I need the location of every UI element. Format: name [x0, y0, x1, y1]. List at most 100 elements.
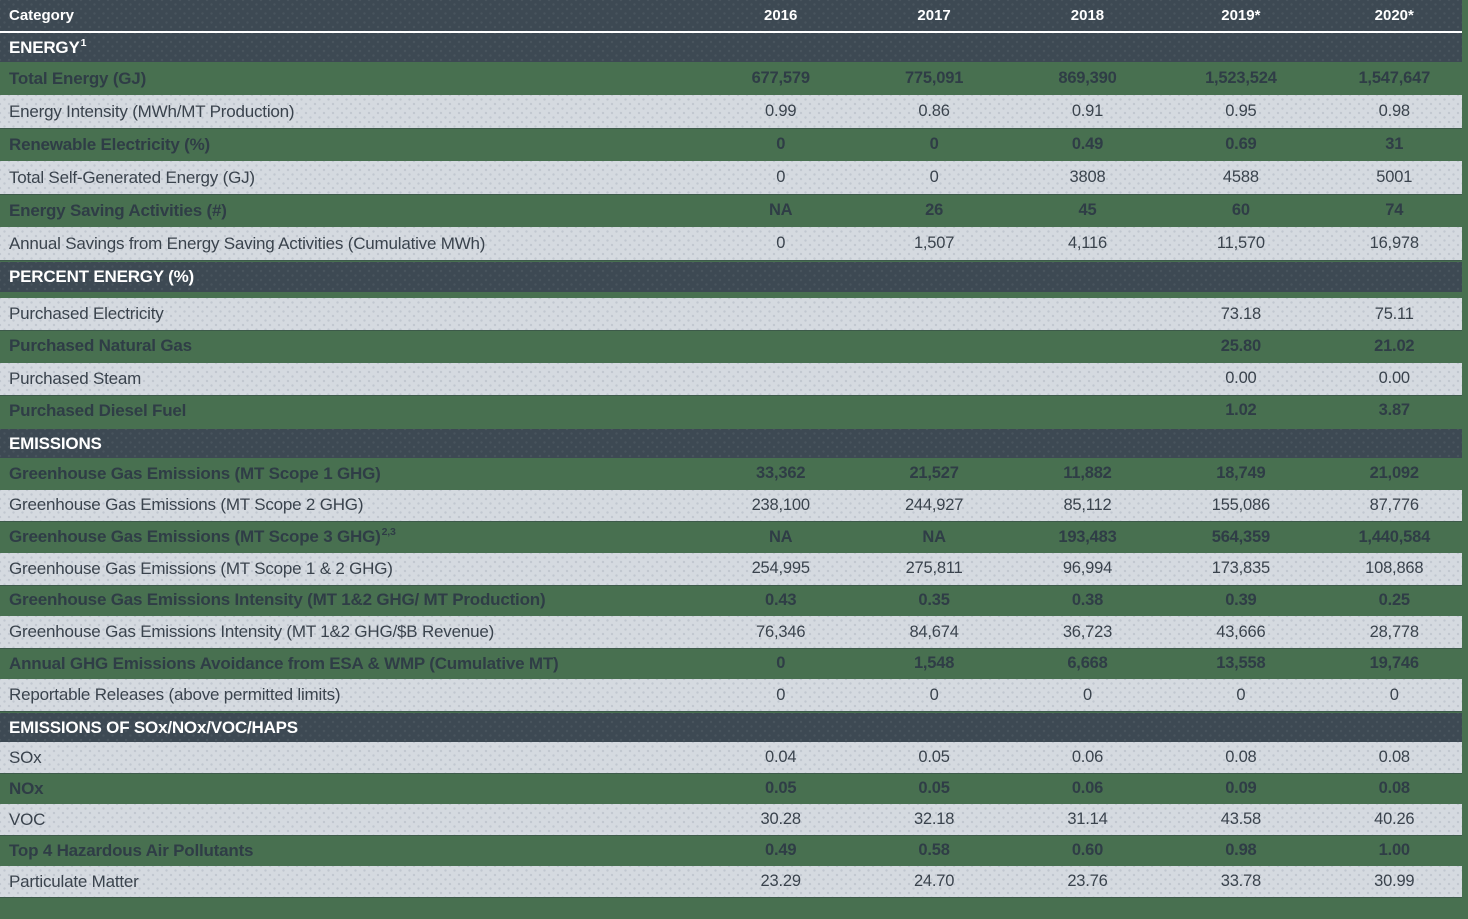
section-title: ENERGY1: [9, 37, 87, 57]
cell-2019: 73.18: [1220, 304, 1262, 323]
cell-2018: 0.91: [1071, 102, 1104, 120]
row-label: Total Energy (GJ): [9, 68, 147, 88]
table-row-reportable-releases-above-permitted-limi: Reportable Releases (above permitted lim…: [0, 679, 1462, 712]
table-body: ENERGY1 Total Energy (GJ) 677,579 775,091 86…: [0, 33, 1468, 898]
cell-2018: 11,882: [1063, 464, 1112, 483]
cell-2020: 19,746: [1369, 654, 1419, 673]
table-row-voc: VOC 30.28 32.18 31.14 43.58 40.26: [0, 804, 1462, 836]
column-header-2016: 2016: [764, 7, 798, 24]
section-header-emissions: EMISSIONS: [0, 429, 1462, 458]
cell-2017: 0.86: [918, 102, 950, 120]
cell-2020: 75.11: [1374, 304, 1414, 323]
table-row-particulate-matter: Particulate Matter 23.29 24.70 23.76 33.78 30…: [0, 866, 1462, 898]
cell-2020: 0.98: [1378, 102, 1411, 120]
section-title: EMISSIONS OF SOx/NOx/VOC/HAPS: [9, 717, 298, 737]
cell-2016: 33,362: [756, 464, 806, 483]
table-row-annual-ghg-emissions-avoidance-from-esa-: Annual GHG Emissions Avoidance from ESA …: [0, 648, 1462, 680]
table-row-purchased-diesel-fuel: Purchased Diesel Fuel 1.02 3.87: [0, 395, 1462, 427]
cell-2020: 16,978: [1369, 234, 1419, 252]
row-label: Energy Saving Activities (#): [9, 200, 227, 220]
table-header-row: Category 2016 2017 2018 2019* 2020*: [0, 0, 1462, 31]
cell-2018: 6,668: [1067, 654, 1108, 673]
row-label: Greenhouse Gas Emissions Intensity (MT 1…: [9, 622, 495, 642]
cell-2020: 0.25: [1378, 590, 1411, 609]
cell-2018: 96,994: [1062, 559, 1113, 578]
table-row-purchased-electricity: Purchased Electricity 73.18 75.11: [0, 298, 1462, 331]
cell-2020: 108,868: [1365, 559, 1424, 578]
row-label: Greenhouse Gas Emissions (MT Scope 1 & 2…: [9, 558, 393, 578]
table-row-greenhouse-gas-emissions-mt-scope-1-ghg: Greenhouse Gas Emissions (MT Scope 1 GHG…: [0, 458, 1462, 490]
cell-2017: 32.18: [913, 810, 955, 829]
cell-2016: 254,995: [751, 559, 810, 578]
cell-2020: 28,778: [1369, 622, 1419, 641]
cell-2019: 0.39: [1225, 590, 1257, 609]
cell-2017: 0.35: [918, 590, 950, 609]
cell-2019: 0.95: [1225, 102, 1257, 120]
cell-2016: 677,579: [751, 69, 810, 87]
table-row-renewable-electricity: Renewable Electricity (%) 0 0 0.49 0.69 31: [0, 128, 1462, 161]
cell-2020: 74: [1385, 201, 1404, 219]
cell-2018: 36,723: [1062, 622, 1113, 641]
cell-2020: 21.02: [1374, 336, 1415, 355]
cell-2016: 0.05: [765, 779, 797, 798]
cell-2018: 3808: [1069, 168, 1106, 186]
row-label: Annual GHG Emissions Avoidance from ESA …: [9, 653, 559, 673]
cell-2020: 1.00: [1378, 841, 1411, 860]
cell-2018: 0.49: [1071, 135, 1104, 153]
cell-2017: 0: [929, 168, 939, 186]
cell-2016: 0.99: [765, 102, 797, 120]
cell-2016: 0.49: [765, 841, 797, 860]
row-label: Greenhouse Gas Emissions (MT Scope 1 GHG…: [9, 463, 381, 483]
cell-2017: 275,811: [905, 559, 963, 578]
section-header-percent-energy: PERCENT ENERGY (%): [0, 262, 1462, 292]
cell-2017: 0: [929, 135, 939, 153]
cell-2018: 4,116: [1067, 234, 1108, 252]
section-header-energy: ENERGY1: [0, 33, 1462, 62]
column-header-category: Category: [9, 7, 75, 24]
cell-2020: 3.87: [1378, 401, 1411, 420]
cell-2018: 0.06: [1071, 779, 1104, 798]
cell-2019: 155,086: [1211, 495, 1270, 514]
cell-2019: 0.98: [1225, 841, 1257, 860]
row-label: Purchased Diesel Fuel: [9, 400, 187, 420]
row-label: Purchased Electricity: [9, 304, 164, 324]
table-row-greenhouse-gas-emissions-mt-scope-2-ghg: Greenhouse Gas Emissions (MT Scope 2 GHG…: [0, 489, 1462, 522]
row-label: Particulate Matter: [9, 871, 139, 891]
cell-2017: 26: [925, 201, 944, 219]
section-title: PERCENT ENERGY (%): [9, 267, 195, 286]
cell-2019: 564,359: [1211, 527, 1270, 546]
cell-2018: 0.60: [1071, 841, 1104, 860]
row-label: Purchased Natural Gas: [9, 336, 192, 356]
cell-2019: 18,749: [1216, 464, 1266, 483]
cell-2016: 0: [776, 168, 786, 186]
cell-2019: 33.78: [1220, 872, 1262, 891]
cell-2016: 0.04: [765, 748, 797, 767]
cell-2017: 0: [929, 685, 939, 704]
cell-2018: 193,483: [1058, 527, 1117, 546]
cell-2020: 31: [1385, 135, 1404, 153]
cell-2018: 45: [1078, 201, 1097, 219]
row-label: NOx: [9, 778, 44, 798]
cell-2017: 244,927: [904, 495, 964, 514]
cell-2019: 43.58: [1220, 810, 1262, 829]
cell-2017: 1,548: [913, 654, 955, 673]
cell-2016: 0: [776, 685, 786, 704]
row-label: Greenhouse Gas Emissions Intensity (MT 1…: [9, 590, 546, 610]
column-header-2018: 2018: [1070, 7, 1105, 24]
cell-2017: 1,507: [913, 234, 955, 252]
row-label: Top 4 Hazardous Air Pollutants: [9, 840, 254, 860]
cell-2017: 24.70: [913, 872, 955, 891]
table-row-greenhouse-gas-emissions-mt-scope-1-2-gh: Greenhouse Gas Emissions (MT Scope 1 & 2…: [0, 552, 1462, 585]
cell-2018: 31.14: [1067, 810, 1108, 829]
cell-2019: 1.02: [1225, 401, 1257, 420]
cell-2019: 0.09: [1225, 779, 1257, 798]
table-row-purchased-steam: Purchased Steam 0.00 0.00: [0, 362, 1462, 395]
cell-2019: 43,666: [1216, 622, 1266, 641]
cell-2018: 85,112: [1063, 495, 1112, 514]
row-label: Total Self-Generated Energy (GJ): [9, 167, 255, 187]
cell-2016: 0: [776, 654, 786, 673]
cell-2016: 0.43: [765, 590, 797, 609]
row-label: Purchased Steam: [9, 368, 142, 388]
